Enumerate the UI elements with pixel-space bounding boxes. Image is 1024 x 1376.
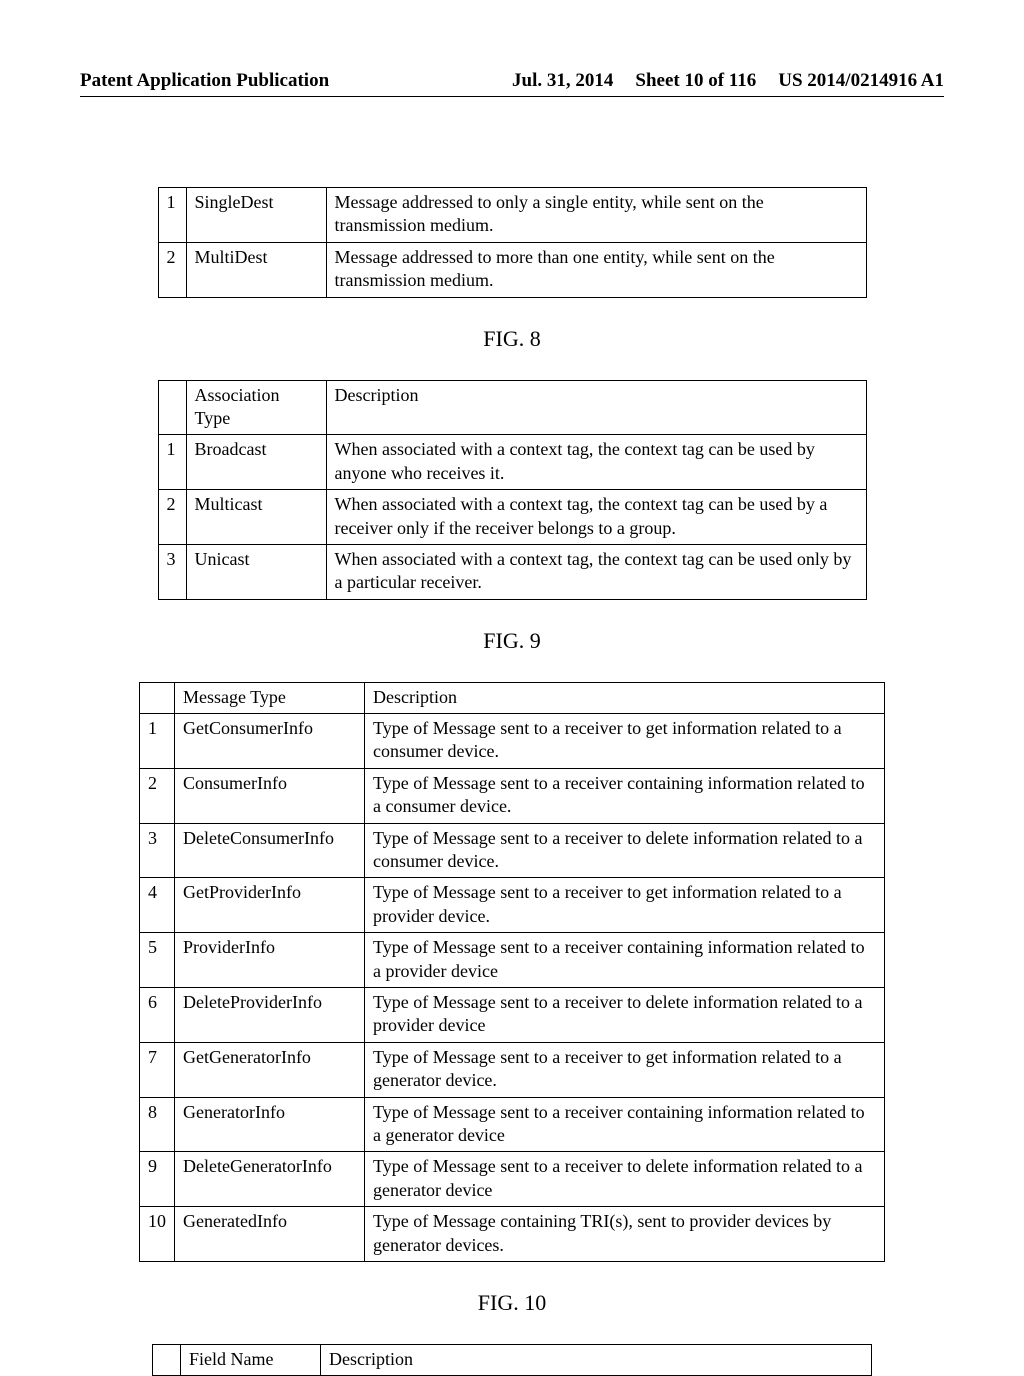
- cell-head-desc: Description: [326, 380, 866, 435]
- cell-desc: Type of Message sent to a receiver to de…: [365, 823, 885, 878]
- cell-num: 8: [140, 1097, 175, 1152]
- table-row: 3 DeleteConsumerInfo Type of Message sen…: [140, 823, 885, 878]
- header-sheet: Sheet 10 of 116: [635, 70, 756, 92]
- fig10-section: Message Type Description 1 GetConsumerIn…: [80, 682, 944, 1316]
- table-head-row: Message Type Description: [140, 682, 885, 713]
- cell-desc: Type of Message sent to a receiver conta…: [365, 1097, 885, 1152]
- table-row: 10 GeneratedInfo Type of Message contain…: [140, 1207, 885, 1262]
- cell-head-blank: [140, 682, 175, 713]
- fig10-table: Message Type Description 1 GetConsumerIn…: [139, 682, 885, 1262]
- cell-num: 9: [140, 1152, 175, 1207]
- page: Patent Application Publication Jul. 31, …: [0, 0, 1024, 1320]
- cell-type: Unicast: [186, 544, 326, 599]
- header-date: Jul. 31, 2014: [512, 70, 613, 92]
- cell-desc: Type of Message sent to a receiver to de…: [365, 1152, 885, 1207]
- fig9-label: FIG. 9: [80, 628, 944, 654]
- cell-num: 3: [140, 823, 175, 878]
- cell-type: GetConsumerInfo: [175, 714, 365, 769]
- header-left: Patent Application Publication: [80, 70, 329, 92]
- cell-head-left: Field Name: [181, 1344, 321, 1375]
- table-head-row: Association Type Description: [158, 380, 866, 435]
- table-head-row: Field Name Description: [153, 1344, 872, 1375]
- table-row: 5 ProviderInfo Type of Message sent to a…: [140, 933, 885, 988]
- cell-desc: Type of Message sent to a receiver conta…: [365, 933, 885, 988]
- table-row: 2 ConsumerInfo Type of Message sent to a…: [140, 768, 885, 823]
- cell-num: 6: [140, 987, 175, 1042]
- fig8-label: FIG. 8: [80, 326, 944, 352]
- cell-num: 2: [140, 768, 175, 823]
- cell-num: 7: [140, 1042, 175, 1097]
- fig9-section: Association Type Description 1 Broadcast…: [80, 380, 944, 654]
- table-row: 9 DeleteGeneratorInfo Type of Message se…: [140, 1152, 885, 1207]
- fig8-section: 1 SingleDest Message addressed to only a…: [80, 187, 944, 352]
- cell-num: 1: [158, 188, 186, 243]
- table-row: 7 GetGeneratorInfo Type of Message sent …: [140, 1042, 885, 1097]
- cell-desc: Type of Message sent to a receiver to ge…: [365, 878, 885, 933]
- table-row: 3 Unicast When associated with a context…: [158, 544, 866, 599]
- page-header: Patent Application Publication Jul. 31, …: [80, 70, 944, 97]
- fig10-label: FIG. 10: [80, 1290, 944, 1316]
- cell-desc: Message addressed to more than one entit…: [326, 242, 866, 297]
- cell-type: DeleteConsumerInfo: [175, 823, 365, 878]
- header-pub: US 2014/0214916 A1: [778, 70, 944, 92]
- cell-head-desc: Description: [365, 682, 885, 713]
- cell-desc: Type of Message containing TRI(s), sent …: [365, 1207, 885, 1262]
- cell-desc: Message addressed to only a single entit…: [326, 188, 866, 243]
- table-row: 1 Broadcast When associated with a conte…: [158, 435, 866, 490]
- cell-type: GeneratedInfo: [175, 1207, 365, 1262]
- fig8-table: 1 SingleDest Message addressed to only a…: [158, 187, 867, 298]
- cell-type: DeleteGeneratorInfo: [175, 1152, 365, 1207]
- cell-num: 1: [158, 435, 186, 490]
- cell-type: ConsumerInfo: [175, 768, 365, 823]
- cell-desc: Type of Message sent to a receiver to ge…: [365, 1042, 885, 1097]
- cell-type: MultiDest: [186, 242, 326, 297]
- cell-num: 5: [140, 933, 175, 988]
- cell-head-type: Message Type: [175, 682, 365, 713]
- table-row: 1 GetConsumerInfo Type of Message sent t…: [140, 714, 885, 769]
- table-row: 4 GetProviderInfo Type of Message sent t…: [140, 878, 885, 933]
- cell-desc: When associated with a context tag, the …: [326, 435, 866, 490]
- cell-type: SingleDest: [186, 188, 326, 243]
- cell-desc: When associated with a context tag, the …: [326, 544, 866, 599]
- cell-type: DeleteProviderInfo: [175, 987, 365, 1042]
- table-row: 2 MultiDest Message addressed to more th…: [158, 242, 866, 297]
- fig11-section: Field Name Description: [80, 1344, 944, 1376]
- cell-desc: Type of Message sent to a receiver conta…: [365, 768, 885, 823]
- cell-type: GetGeneratorInfo: [175, 1042, 365, 1097]
- cell-type: Multicast: [186, 490, 326, 545]
- table-row: 1 SingleDest Message addressed to only a…: [158, 188, 866, 243]
- header-right: Jul. 31, 2014 Sheet 10 of 116 US 2014/02…: [512, 70, 944, 92]
- cell-head-right: Description: [321, 1344, 872, 1375]
- table-row: 8 GeneratorInfo Type of Message sent to …: [140, 1097, 885, 1152]
- cell-num: 1: [140, 714, 175, 769]
- cell-num: 2: [158, 490, 186, 545]
- cell-num: 10: [140, 1207, 175, 1262]
- cell-head-type: Association Type: [186, 380, 326, 435]
- cell-head-blank: [153, 1344, 181, 1375]
- fig9-table: Association Type Description 1 Broadcast…: [158, 380, 867, 600]
- cell-head-blank: [158, 380, 186, 435]
- fig11-table: Field Name Description: [152, 1344, 872, 1376]
- cell-type: ProviderInfo: [175, 933, 365, 988]
- cell-desc: Type of Message sent to a receiver to de…: [365, 987, 885, 1042]
- cell-desc: Type of Message sent to a receiver to ge…: [365, 714, 885, 769]
- table-row: 2 Multicast When associated with a conte…: [158, 490, 866, 545]
- cell-num: 2: [158, 242, 186, 297]
- table-row: 6 DeleteProviderInfo Type of Message sen…: [140, 987, 885, 1042]
- cell-type: Broadcast: [186, 435, 326, 490]
- cell-num: 4: [140, 878, 175, 933]
- cell-num: 3: [158, 544, 186, 599]
- cell-type: GetProviderInfo: [175, 878, 365, 933]
- cell-desc: When associated with a context tag, the …: [326, 490, 866, 545]
- cell-type: GeneratorInfo: [175, 1097, 365, 1152]
